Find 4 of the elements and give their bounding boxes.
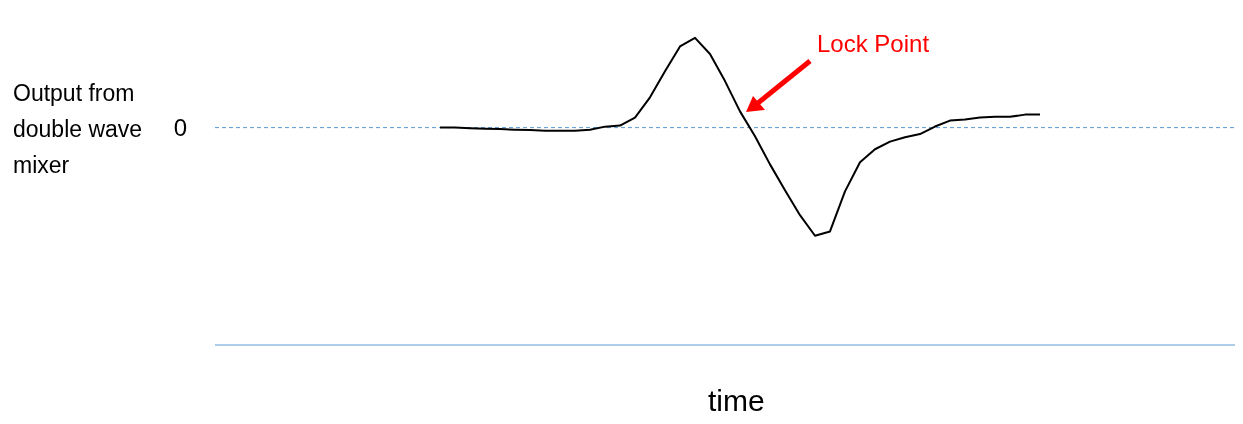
x-axis-title: time [708,384,765,418]
annotation: Lock Point [817,30,930,58]
ref-line-label: 0 [173,114,187,142]
y-axis-title: Output from double wave mixer [13,79,144,180]
